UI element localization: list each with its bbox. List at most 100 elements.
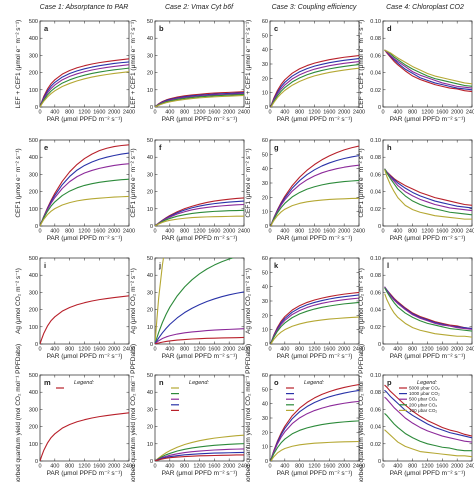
series-line-1 (270, 54, 359, 107)
y-axis-label: LEF + CEF1 (μmol e⁻ m⁻² s⁻¹) (245, 20, 252, 109)
panel-frame (39, 257, 130, 345)
y-tick-label: 0.08 (370, 36, 381, 42)
y-tick-label: 500 (29, 19, 38, 25)
legend-entry: 1000 μbar CO₂ (409, 391, 440, 396)
panel-o: 0 400 800 1200 1600 2000 24000102030405060PAR … (245, 344, 365, 482)
y-tick-label: 0.10 (370, 256, 381, 262)
x-tick-label: 1600 (93, 347, 105, 353)
x-tick-label: 800 (295, 110, 304, 116)
x-tick-label: 1200 (193, 110, 205, 116)
series-line-5 (155, 94, 244, 107)
y-tick-label: 10 (147, 442, 153, 448)
panel-letter: i (44, 261, 46, 270)
x-axis-label: PAR (μmol PPFD m⁻² s⁻¹) (390, 470, 466, 477)
y-tick-label: 0 (265, 459, 268, 465)
x-tick-label: 2400 (123, 110, 135, 116)
x-tick-label: 1600 (323, 110, 335, 116)
x-axis-label: PAR (μmol PPFD m⁻² s⁻¹) (277, 470, 353, 477)
y-tick-label: 60 (262, 19, 268, 25)
series-line-1 (40, 58, 129, 107)
y-tick-label: 50 (262, 270, 268, 276)
panel-frame (154, 374, 245, 462)
y-axis-label: CEF1 (μmol e⁻ m⁻² s⁻¹) (358, 148, 365, 217)
x-tick-label: 800 (65, 229, 74, 235)
series-line-2 (384, 389, 472, 439)
y-tick-label: 20 (147, 71, 153, 77)
y-tick-label: 0.10 (370, 19, 381, 25)
y-tick-label: 400 (29, 155, 38, 161)
x-tick-label: 2000 (338, 347, 350, 353)
series-line-3 (384, 168, 472, 212)
y-tick-label: 0 (150, 105, 153, 111)
legend: Legend: (56, 380, 94, 389)
x-tick-label: 400 (50, 229, 59, 235)
x-tick-label: 1200 (421, 110, 433, 116)
y-axis-label: CEF1 (μmol e⁻ m⁻² s⁻¹) (15, 148, 22, 217)
series-group (384, 168, 472, 220)
y-tick-label: 40 (147, 36, 153, 42)
column-title-1: Case 1: Absorptance to PAR (40, 4, 129, 11)
y-tick-label: 0.06 (370, 290, 381, 296)
y-tick-label: 40 (147, 155, 153, 161)
y-tick-label: 10 (147, 207, 153, 213)
x-tick-label: 0 (268, 347, 271, 353)
series-group (155, 197, 244, 226)
y-tick-label: 0.06 (370, 172, 381, 178)
panel-letter: d (387, 24, 392, 33)
y-axis-label: CEF1 (μmol e⁻ m⁻² s⁻¹) (245, 148, 252, 217)
y-axis-label: Absorbed quantum yield (mol CO₂ mol⁻¹ PP… (245, 344, 252, 482)
x-axis-label: PAR (μmol PPFD m⁻² s⁻¹) (47, 353, 123, 360)
x-tick-label: 0 (381, 464, 384, 470)
x-tick-label: 2400 (238, 229, 250, 235)
x-tick-label: 0 (381, 229, 384, 235)
y-tick-label: 10 (262, 328, 268, 334)
y-tick-label: 30 (147, 407, 153, 413)
y-tick-label: 0.04 (370, 71, 381, 77)
y-tick-label: 20 (147, 425, 153, 431)
series-line-4 (270, 420, 359, 461)
y-tick-label: 300 (29, 290, 38, 296)
panel-k: 0 400 800 1200 1600 2000 2400 0 10 20 30 40 50 60 PAR … (245, 256, 365, 360)
y-tick-label: 0.08 (370, 390, 381, 396)
x-tick-label: 1600 (208, 347, 220, 353)
y-tick-label: 20 (262, 195, 268, 201)
y-tick-label: 10 (147, 88, 153, 94)
y-tick-label: 30 (262, 299, 268, 305)
panel-p: 0400800120016002000240000.020.040.060.08… (358, 344, 474, 482)
panel-letter: a (44, 24, 49, 33)
x-tick-label: 2000 (338, 110, 350, 116)
series-line-1 (155, 434, 244, 461)
x-tick-label: 1600 (208, 229, 220, 235)
series-line-3 (270, 400, 359, 461)
x-tick-label: 1200 (308, 229, 320, 235)
panel-f: 0 400 800 1200 1600 2000 2400 0 10 20 30 40 50 PAR (μ… (130, 138, 250, 242)
x-tick-label: 800 (65, 110, 74, 116)
legend-entry: 5000 μbar CO₂ (409, 386, 440, 391)
y-axis-label: LEF + CEF1 (μmol e⁻ m⁻² s⁻¹) (15, 20, 22, 109)
panel-letter: b (159, 24, 164, 33)
x-tick-label: 2400 (466, 110, 474, 116)
x-tick-label: 400 (165, 464, 174, 470)
x-tick-label: 1600 (93, 229, 105, 235)
x-tick-label: 400 (165, 110, 174, 116)
y-tick-label: 50 (262, 152, 268, 158)
series-line-1 (40, 412, 129, 461)
y-tick-label: 300 (29, 53, 38, 59)
x-tick-label: 1600 (436, 110, 448, 116)
x-tick-label: 2000 (223, 110, 235, 116)
y-tick-label: 0 (265, 105, 268, 111)
y-tick-label: 40 (262, 167, 268, 173)
y-tick-label: 20 (262, 76, 268, 82)
x-tick-label: 1600 (323, 464, 335, 470)
x-tick-label: 0 (381, 347, 384, 353)
x-tick-label: 0 (38, 110, 41, 116)
legend-entry: 100 μbar CO₂ (409, 408, 437, 413)
panel-b: 0 400 800 1200 1600 2000 2400 0 10 20 30 40 50 PAR (μ… (130, 19, 250, 123)
legend: Legend: (171, 380, 209, 411)
x-tick-label: 2400 (353, 347, 365, 353)
x-tick-label: 400 (280, 110, 289, 116)
x-tick-label: 1200 (193, 464, 205, 470)
series-line-4 (155, 209, 244, 226)
x-tick-label: 1600 (93, 110, 105, 116)
